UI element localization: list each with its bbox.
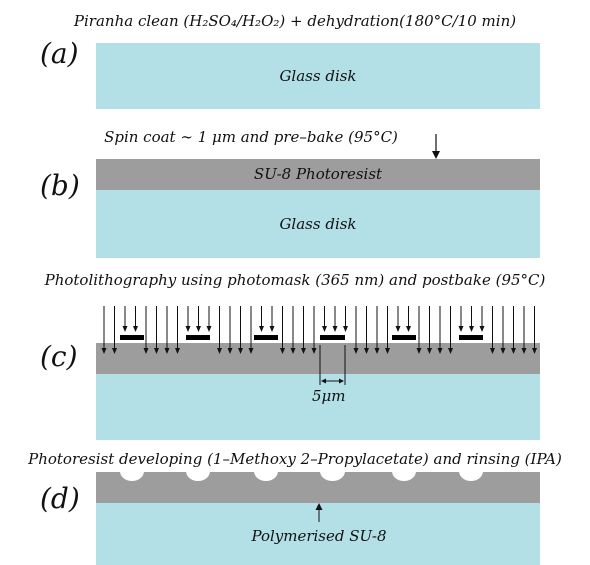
photomask-bar-2 — [254, 335, 278, 340]
step-a-caption: Piranha clean (H₂SO₄/H₂O₂) + dehydration… — [73, 12, 517, 30]
uv-ray-head-26 — [374, 348, 380, 354]
step-a-label: (a) — [40, 37, 79, 70]
uv-ray-head-32 — [437, 348, 443, 354]
step-c-glass-disk — [96, 374, 540, 440]
uv-ray-head-1 — [112, 348, 117, 354]
step-b-resist-label: SU-8 Photoresist — [253, 165, 383, 183]
photomask-bar-3 — [320, 335, 345, 340]
uv-ray-head-5 — [154, 348, 159, 354]
uv-ray-head-12 — [227, 348, 233, 354]
uv-ray-head-20 — [311, 348, 317, 354]
uv-ray-head-25 — [364, 348, 369, 354]
uv-ray-head-18 — [290, 348, 296, 354]
step-d-label: (d) — [40, 482, 80, 515]
uv-ray-head-34 — [458, 326, 464, 332]
uv-ray-head-17 — [280, 348, 285, 354]
step-b-resist-layer — [96, 159, 540, 190]
uv-ray-head-23 — [343, 326, 348, 332]
uv-ray-head-29 — [406, 326, 411, 332]
uv-ray-head-4 — [143, 348, 149, 354]
uv-ray-head-0 — [101, 348, 107, 354]
uv-ray-head-15 — [259, 326, 264, 332]
step-c-caption: Photolithography using photomask (365 nm… — [44, 271, 546, 289]
uv-ray-head-13 — [238, 348, 243, 354]
photomask-bar-5 — [459, 335, 483, 340]
step-d-annotation-label: Polymerised SU-8 — [251, 527, 387, 545]
uv-ray-head-36 — [479, 326, 485, 332]
uv-ray-head-16 — [269, 326, 275, 332]
step-b-glass-disk — [96, 190, 540, 258]
step-c-label: (c) — [40, 340, 78, 373]
uv-ray-head-2 — [122, 326, 128, 332]
uv-ray-head-30 — [416, 348, 422, 354]
uv-ray-head-41 — [532, 348, 537, 354]
uv-ray-head-9 — [196, 326, 201, 332]
uv-ray-head-31 — [427, 348, 432, 354]
uv-ray-head-7 — [175, 348, 180, 354]
uv-ray-head-39 — [511, 348, 516, 354]
step-a-glass-label: Glass disk — [279, 67, 357, 85]
uv-ray-head-38 — [500, 348, 506, 354]
uv-ray-head-40 — [521, 348, 527, 354]
step-b-caption: Spin coat ∼ 1 μm and pre–bake (95°C) — [104, 128, 398, 146]
uv-ray-head-11 — [217, 348, 222, 354]
step-d-caption: Photoresist developing (1–Methoxy 2–Prop… — [28, 450, 562, 468]
uv-ray-head-10 — [206, 326, 212, 332]
photomask-bar-0 — [120, 335, 144, 340]
photomask-bar-1 — [186, 335, 210, 340]
uv-ray-head-3 — [133, 326, 138, 332]
uv-ray-head-24 — [353, 348, 359, 354]
uv-ray-head-8 — [185, 326, 191, 332]
uv-ray-head-22 — [332, 326, 338, 332]
photomask-bar-4 — [392, 335, 416, 340]
uv-ray-head-27 — [385, 348, 390, 354]
uv-ray-head-33 — [448, 348, 453, 354]
step-c-resist-layer — [96, 343, 540, 374]
step-d-glass-disk — [96, 503, 540, 565]
uv-ray-head-35 — [469, 326, 474, 332]
uv-ray-head-19 — [301, 348, 306, 354]
step-b-label: (b) — [40, 169, 80, 202]
uv-ray-head-14 — [248, 348, 254, 354]
uv-ray-head-6 — [164, 348, 170, 354]
uv-ray-head-37 — [490, 348, 495, 354]
step-a-glass-disk — [96, 43, 540, 109]
uv-ray-head-28 — [395, 326, 401, 332]
uv-ray-head-21 — [322, 326, 327, 332]
step-b-glass-label: Glass disk — [279, 215, 357, 233]
step-c-dimension-label: 5μm — [312, 387, 346, 405]
